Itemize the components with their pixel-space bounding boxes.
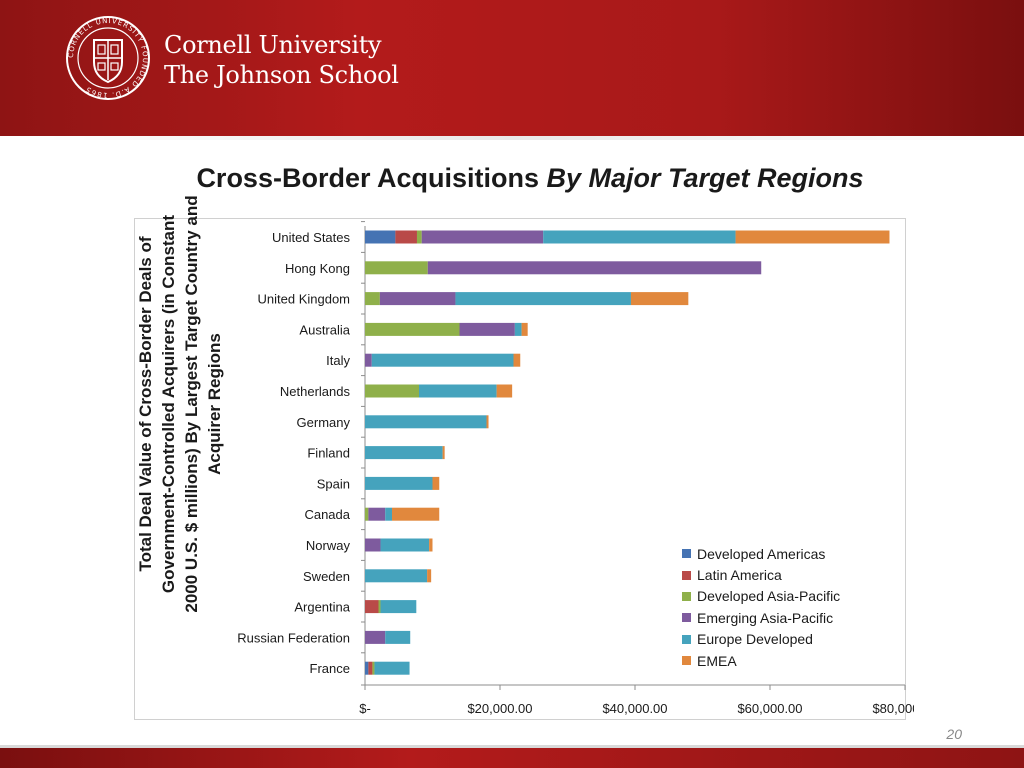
bar-france-developed-americas <box>365 661 369 675</box>
bar-germany-europe-developed <box>365 415 487 429</box>
y-tick-label-hong-kong: Hong Kong <box>285 261 350 276</box>
bar-italy-europe-developed <box>371 353 514 367</box>
y-tick-label-finland: Finland <box>307 446 350 461</box>
bar-australia-europe-developed <box>514 322 522 336</box>
bar-australia-emerging-asia-pacific <box>459 322 515 336</box>
bar-united-kingdom-europe-developed <box>455 292 631 306</box>
legend-swatch <box>682 549 691 559</box>
y-tick-label-sweden: Sweden <box>303 569 350 584</box>
bar-united-states-latin-america <box>395 230 417 244</box>
cornell-seal-logo: CORNELL UNIVERSITY FOUNDED A.D. 1865 <box>66 16 150 100</box>
bar-argentina-europe-developed <box>380 600 417 614</box>
header-banner: CORNELL UNIVERSITY FOUNDED A.D. 1865 Cor… <box>0 0 1024 136</box>
bar-sweden-emea <box>427 569 432 583</box>
y-axis-title: Total Deal Value of Cross-Border Deals o… <box>136 195 224 613</box>
bar-canada-developed-asia-pacific <box>365 507 369 521</box>
legend-item-latin-america: Latin America <box>682 564 840 585</box>
y-tick-label-australia: Australia <box>299 322 350 337</box>
bar-united-states-emea <box>735 230 890 244</box>
bar-australia-emea <box>521 322 528 336</box>
y-tick-label-argentina: Argentina <box>294 600 350 615</box>
legend-swatch <box>682 591 691 601</box>
legend-swatch <box>682 570 691 580</box>
legend-item-europe-developed: Europe Developed <box>682 629 840 650</box>
bar-canada-emea <box>392 507 440 521</box>
bar-france-europe-developed <box>374 661 410 675</box>
legend-label: Developed Americas <box>697 545 826 562</box>
bar-hong-kong-emerging-asia-pacific <box>427 261 762 275</box>
y-tick-label-norway: Norway <box>306 538 351 553</box>
legend-label: Developed Asia-Pacific <box>697 588 841 605</box>
bar-russian-federation-europe-developed <box>385 630 411 644</box>
y-tick-label-united-states: United States <box>272 230 351 245</box>
x-tick-label: $- <box>359 701 371 716</box>
slide-title: Cross-Border Acquisitions By Major Targe… <box>0 163 1024 194</box>
legend-item-emea: EMEA <box>682 650 840 671</box>
legend-swatch <box>682 634 691 644</box>
bar-canada-emerging-asia-pacific <box>368 507 386 521</box>
y-tick-label-italy: Italy <box>326 353 350 368</box>
university-wordmark: Cornell University The Johnson School <box>164 30 399 90</box>
footer-bar <box>0 748 1024 768</box>
bar-finland-europe-developed <box>365 446 443 460</box>
header-divider <box>0 136 1024 140</box>
legend-item-developed-americas: Developed Americas <box>682 543 840 564</box>
y-tick-label-france: France <box>310 661 350 676</box>
bar-argentina-latin-america <box>365 600 379 614</box>
y-tick-label-spain: Spain <box>317 476 350 491</box>
x-tick-label: $20,000.00 <box>467 701 532 716</box>
x-tick-label: $40,000.00 <box>602 701 667 716</box>
x-tick-label: $80,000.00 <box>872 701 914 716</box>
page-number: 20 <box>946 726 962 742</box>
bar-italy-emerging-asia-pacific <box>365 353 372 367</box>
bar-france-latin-america <box>368 661 373 675</box>
legend-swatch <box>682 656 691 666</box>
legend-item-emerging-asia-pacific: Emerging Asia-Pacific <box>682 607 840 628</box>
bar-hong-kong-developed-asia-pacific <box>365 261 428 275</box>
bar-united-kingdom-emea <box>630 292 689 306</box>
bar-canada-europe-developed <box>385 507 392 521</box>
legend-label: Europe Developed <box>697 631 813 648</box>
stacked-bar-chart: United States Hong Kong United Kingdom Aust… <box>237 221 914 716</box>
bar-united-states-europe-developed <box>543 230 736 244</box>
slide-title-italic: By Major Target Regions <box>546 163 864 193</box>
bar-russian-federation-emerging-asia-pacific <box>365 630 386 644</box>
y-tick-label-canada: Canada <box>304 507 350 522</box>
bar-norway-emerging-asia-pacific <box>365 538 381 552</box>
bar-netherlands-emea <box>496 384 513 398</box>
y-tick-label-united-kingdom: United Kingdom <box>258 292 351 307</box>
bar-spain-emea <box>432 476 440 490</box>
bar-netherlands-developed-asia-pacific <box>365 384 419 398</box>
footer-divider <box>0 745 1024 748</box>
bar-norway-europe-developed <box>380 538 430 552</box>
university-name: Cornell University <box>164 31 382 59</box>
legend-label: Latin America <box>697 567 782 584</box>
school-name: The Johnson School <box>164 61 399 89</box>
bar-netherlands-europe-developed <box>419 384 497 398</box>
chart-legend: Developed Americas Latin America Developed… <box>682 543 840 671</box>
bar-united-kingdom-developed-asia-pacific <box>365 292 380 306</box>
y-tick-label-russian-federation: Russian Federation <box>237 630 350 645</box>
slide-title-main: Cross-Border Acquisitions <box>196 163 547 193</box>
bar-norway-emea <box>429 538 433 552</box>
bar-sweden-europe-developed <box>365 569 428 583</box>
legend-swatch <box>682 613 691 623</box>
legend-item-developed-asia-pacific: Developed Asia-Pacific <box>682 586 840 607</box>
bar-italy-emea <box>513 353 521 367</box>
bar-united-kingdom-emerging-asia-pacific <box>379 292 456 306</box>
x-tick-label: $60,000.00 <box>737 701 802 716</box>
bar-united-states-developed-americas <box>365 230 396 244</box>
bar-united-states-developed-asia-pacific <box>416 230 422 244</box>
legend-label: Emerging Asia-Pacific <box>697 609 834 626</box>
bar-france-developed-asia-pacific <box>372 661 375 675</box>
bar-argentina-developed-asia-pacific <box>378 600 381 614</box>
bar-united-states-emerging-asia-pacific <box>421 230 544 244</box>
bar-finland-emea <box>442 446 445 460</box>
bar-spain-europe-developed <box>365 476 433 490</box>
bar-germany-emea <box>486 415 489 429</box>
y-tick-label-netherlands: Netherlands <box>280 384 351 399</box>
y-tick-label-germany: Germany <box>297 415 351 430</box>
legend-label: EMEA <box>697 652 737 669</box>
bar-australia-developed-asia-pacific <box>365 322 460 336</box>
